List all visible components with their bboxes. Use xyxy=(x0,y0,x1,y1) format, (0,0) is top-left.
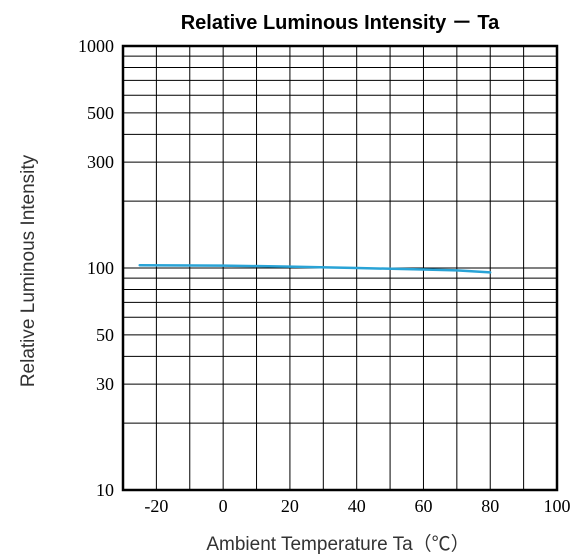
x-tick-label: 100 xyxy=(544,496,571,516)
plot-frame xyxy=(121,44,559,492)
x-tick-label: 60 xyxy=(414,496,432,516)
y-axis-label: Relative Luminous Intensity xyxy=(18,154,39,387)
y-tick-label: 50 xyxy=(96,325,114,345)
x-tick-label: 80 xyxy=(481,496,499,516)
x-axis-label: Ambient Temperature Ta（℃） xyxy=(206,533,469,555)
y-tick-label: 100 xyxy=(87,258,114,278)
series-layer xyxy=(138,263,492,274)
y-tick-labels: 10 30 50 100 300 500 1000 xyxy=(78,36,114,500)
x-tick-label: 40 xyxy=(348,496,366,516)
chart-title: Relative Luminous Intensity － Ta xyxy=(181,12,500,34)
x-tick-labels: -20 0 20 40 60 80 100 xyxy=(144,496,570,516)
grid xyxy=(123,46,557,490)
x-tick-label: 20 xyxy=(281,496,299,516)
x-tick-label: -20 xyxy=(144,496,168,516)
x-tick-label: 0 xyxy=(219,496,228,516)
y-tick-label: 30 xyxy=(96,374,114,394)
y-tick-label: 500 xyxy=(87,103,114,123)
y-tick-label: 300 xyxy=(87,152,114,172)
y-tick-label: 10 xyxy=(96,480,114,500)
y-tick-label: 1000 xyxy=(78,36,114,56)
series-line xyxy=(138,263,492,274)
